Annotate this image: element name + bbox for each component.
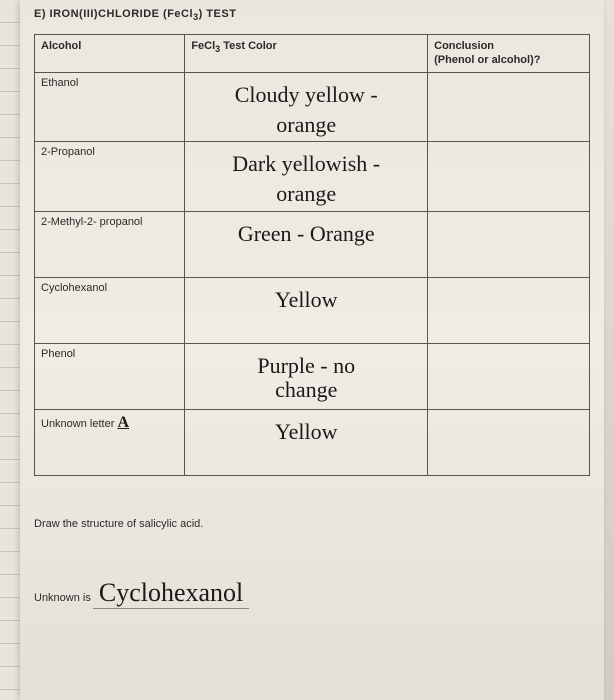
row-conclusion	[428, 343, 590, 409]
title-prefix: E) IRON(III)CHLORIDE (FeCl	[34, 8, 193, 20]
header-conclusion: Conclusion (Phenol or alcohol)?	[428, 35, 590, 73]
table-row: 2-Propanol Dark yellowish - orange	[35, 142, 590, 211]
unknown-answer-line: Unknown is Cyclohexanol	[34, 578, 590, 609]
row-color: Yellow	[185, 277, 428, 343]
table-header-row: Alcohol FeCl3 Test Color Conclusion (Phe…	[35, 35, 590, 73]
table-row: Phenol Purple - no change	[35, 343, 590, 409]
row-conclusion	[428, 277, 590, 343]
row-label: Ethanol	[35, 72, 185, 141]
title-suffix: ) TEST	[199, 8, 237, 20]
row-color: Green - Orange	[185, 211, 428, 277]
header-test-color: FeCl3 Test Color	[185, 35, 428, 73]
row-conclusion	[428, 409, 590, 475]
row-color: Yellow	[185, 409, 428, 475]
table-row: 2-Methyl-2- propanol Green - Orange	[35, 211, 590, 277]
header-alcohol: Alcohol	[35, 35, 185, 73]
structure-prompt: Draw the structure of salicylic acid.	[34, 518, 590, 530]
table-row: Unknown letter A Yellow	[35, 409, 590, 475]
row-color: Purple - no change	[185, 343, 428, 409]
row-conclusion	[428, 211, 590, 277]
row-label-unknown: Unknown letter A	[35, 409, 185, 475]
table-body: Ethanol Cloudy yellow - orange 2-Propano…	[35, 72, 590, 475]
worksheet-title: E) IRON(III)CHLORIDE (FeCl3) TEST	[34, 8, 590, 22]
row-color: Dark yellowish - orange	[185, 142, 428, 211]
test-results-table: Alcohol FeCl3 Test Color Conclusion (Phe…	[34, 34, 590, 475]
row-color: Cloudy yellow - orange	[185, 72, 428, 141]
worksheet-paper: E) IRON(III)CHLORIDE (FeCl3) TEST Alcoho…	[20, 0, 604, 700]
row-conclusion	[428, 72, 590, 141]
unknown-label: Unknown is	[34, 592, 91, 604]
row-label: 2-Propanol	[35, 142, 185, 211]
row-label: Cyclohexanol	[35, 277, 185, 343]
row-label: 2-Methyl-2- propanol	[35, 211, 185, 277]
unknown-answer: Cyclohexanol	[93, 578, 249, 609]
row-label: Phenol	[35, 343, 185, 409]
notebook-lines	[0, 0, 20, 700]
table-row: Ethanol Cloudy yellow - orange	[35, 72, 590, 141]
table-row: Cyclohexanol Yellow	[35, 277, 590, 343]
unknown-letter-fill: A	[117, 414, 129, 431]
row-conclusion	[428, 142, 590, 211]
